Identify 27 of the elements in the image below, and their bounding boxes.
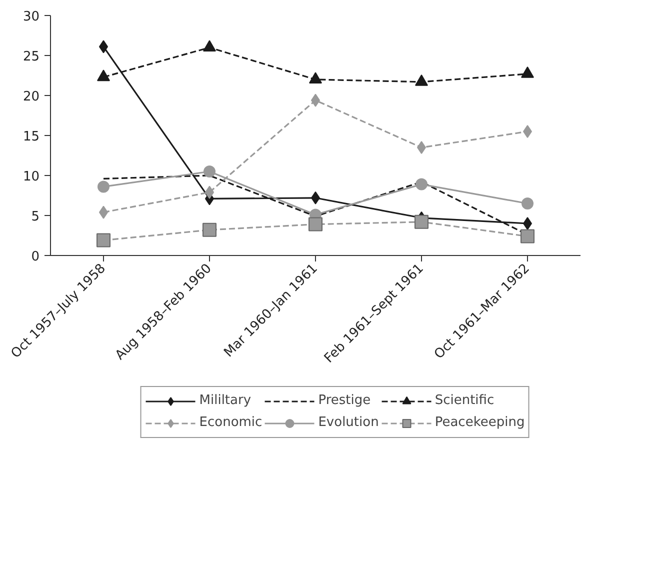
- legend-label: Mililtary: [199, 393, 252, 408]
- point: [414, 214, 428, 229]
- y-tick-label: 5: [31, 210, 40, 224]
- point: [522, 198, 534, 210]
- y-tick-label: 30: [22, 10, 40, 24]
- point: [520, 229, 534, 244]
- y-tick-label: 10: [22, 170, 40, 184]
- y-tick-label: 25: [22, 50, 40, 64]
- y-tick-label: 20: [22, 90, 40, 104]
- point: [97, 70, 110, 82]
- legend-label: Peacekeeping: [434, 415, 525, 430]
- point: [202, 222, 216, 237]
- legend-label: Prestige: [318, 393, 371, 408]
- point: [98, 180, 110, 193]
- point: [203, 40, 216, 52]
- point: [521, 66, 534, 78]
- y-tick-label: 0: [31, 250, 40, 264]
- point: [204, 166, 216, 178]
- point: [415, 74, 428, 86]
- point: [96, 233, 110, 248]
- point: [308, 217, 322, 232]
- point: [416, 178, 428, 190]
- y-tick-label: 15: [22, 130, 40, 144]
- legend-label: Economic: [199, 415, 262, 430]
- legend-label: Evolution: [318, 415, 379, 430]
- point: [309, 72, 322, 84]
- legend-label: Scientific: [434, 393, 494, 408]
